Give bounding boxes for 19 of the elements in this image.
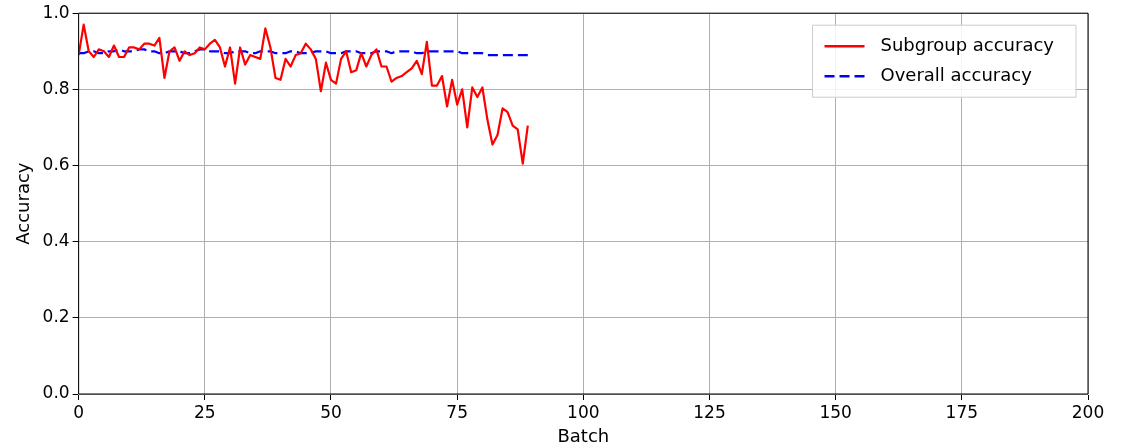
x-tick-label: 125 <box>693 401 726 422</box>
legend-label: Subgroup accuracy <box>880 33 1055 55</box>
x-axis-title: Batch <box>557 424 610 446</box>
x-tick-label: 150 <box>819 401 852 422</box>
x-tick-label: 75 <box>446 401 468 422</box>
legend-label: Overall accuracy <box>880 63 1033 85</box>
x-tick-label: 175 <box>945 401 979 422</box>
y-tick-label: 1.0 <box>42 1 70 22</box>
x-tick-label: 50 <box>320 401 342 422</box>
y-axis-title: Accuracy <box>12 162 34 245</box>
x-tick-label: 200 <box>1071 401 1105 422</box>
y-tick-label: 0.6 <box>42 153 70 174</box>
x-tick-label: 25 <box>193 401 216 422</box>
x-tick-label: 100 <box>567 401 600 422</box>
y-tick-label: 0.0 <box>42 382 70 403</box>
x-tick-label: 0 <box>73 401 85 422</box>
y-tick-label: 0.8 <box>42 77 70 98</box>
y-tick-label: 0.4 <box>42 230 70 251</box>
y-tick-label: 0.2 <box>42 306 70 327</box>
